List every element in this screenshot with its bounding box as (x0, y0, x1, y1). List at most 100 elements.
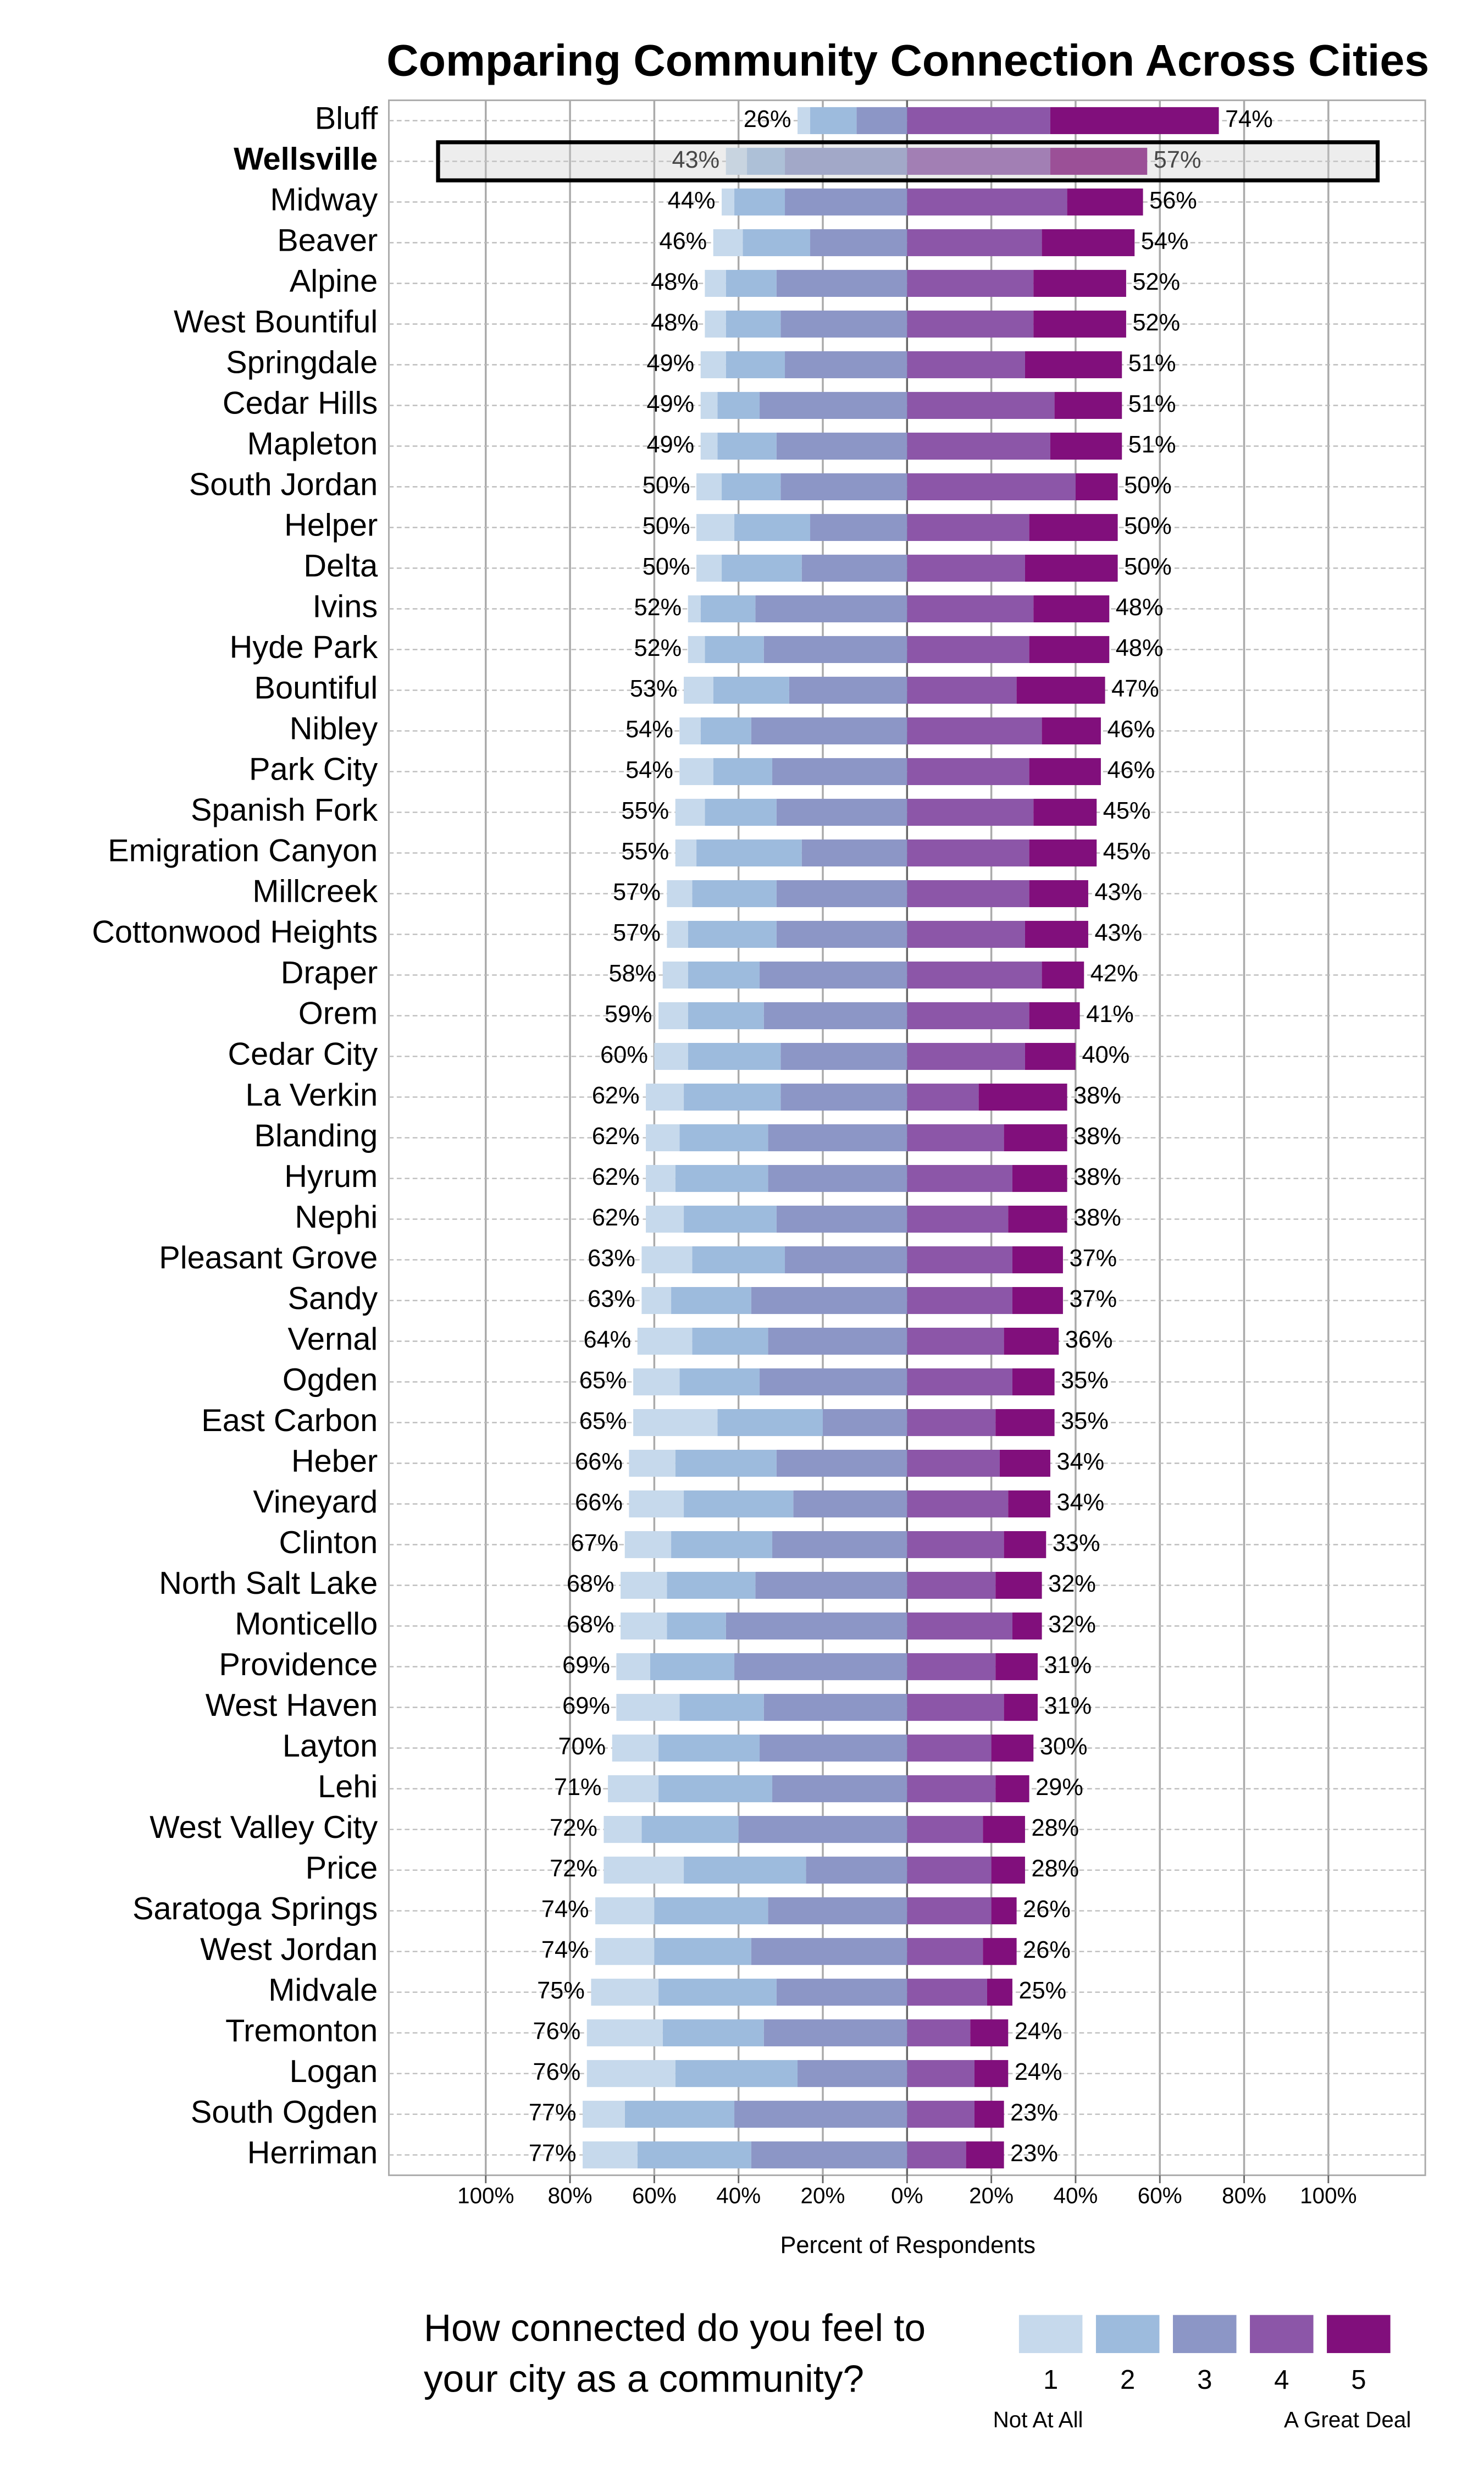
bar-segment (907, 1979, 987, 2006)
legend-low-label: Not At All (993, 2407, 1083, 2432)
bar-segment (700, 351, 726, 378)
bar-segment (679, 758, 713, 786)
bar-segment (641, 1816, 739, 1843)
x-tick-label: 40% (716, 2183, 761, 2208)
bar-segment (763, 1694, 907, 1721)
bar-segment (717, 391, 760, 419)
value-label: 66% (575, 1489, 623, 1516)
value-label: 69% (562, 1652, 610, 1678)
bar-segment (583, 2141, 638, 2169)
bar-segment (907, 2141, 966, 2169)
bar-segment (776, 880, 907, 908)
bar-segment (583, 2101, 625, 2128)
x-tick-label: 60% (632, 2183, 677, 2208)
value-label: 72% (550, 1815, 597, 1841)
bar-segment (907, 1042, 1025, 1070)
bar-segment (1033, 595, 1110, 623)
bar-segment (1042, 717, 1101, 745)
bar-segment (1050, 147, 1148, 175)
bar-segment (907, 391, 1055, 419)
value-label: 57% (613, 879, 661, 905)
legend-swatch (1018, 2315, 1083, 2354)
bar-segment (713, 229, 743, 256)
bar-segment (907, 1816, 983, 1843)
x-axis-title: Percent of Respondents (780, 2232, 1036, 2258)
bar-segment (907, 1694, 1004, 1721)
bar-segment (633, 1368, 680, 1396)
value-label: 40% (1082, 1042, 1129, 1068)
value-label: 52% (1132, 269, 1180, 295)
bar-segment (1054, 391, 1122, 419)
value-label: 50% (1124, 472, 1172, 499)
bar-segment (907, 351, 1025, 378)
value-label: 76% (533, 2059, 581, 2085)
bar-segment (586, 2060, 675, 2088)
value-label: 24% (1015, 2018, 1062, 2045)
bar-segment (688, 1002, 764, 1030)
bar-segment (671, 1286, 751, 1315)
bar-segment (1008, 1205, 1067, 1233)
value-label: 26% (1023, 1937, 1071, 1963)
value-label: 50% (1124, 554, 1172, 580)
bar-segment (776, 798, 907, 826)
y-tick-label: Ivins (313, 589, 378, 625)
bar-segment (624, 2101, 735, 2128)
value-label: 44% (668, 187, 716, 214)
bar-segment (907, 839, 1029, 867)
bar-segment (679, 717, 701, 745)
y-tick-label: Sandy (288, 1281, 378, 1316)
bar-segment (667, 880, 693, 908)
y-tick-label: South Ogden (191, 2095, 378, 2130)
bar-segment (1042, 961, 1084, 989)
bar-segment (738, 1816, 907, 1843)
bar-segment (662, 961, 688, 989)
bar-segment (684, 1857, 806, 1884)
bar-segment (1029, 758, 1101, 786)
bar-segment (692, 1246, 785, 1274)
y-tick-label: Bountiful (254, 671, 378, 706)
legend-label: 3 (1197, 2365, 1212, 2395)
bar-segment (907, 1531, 1004, 1559)
y-tick-label: North Salt Lake (159, 1566, 378, 1601)
bar-segment (726, 1612, 907, 1640)
bar-segment (907, 961, 1042, 989)
bar-segment (907, 1612, 1012, 1640)
bar-segment (907, 1286, 1012, 1315)
bar-segment (629, 1490, 684, 1518)
value-label: 55% (622, 838, 669, 865)
value-label: 50% (1124, 513, 1172, 539)
bar-segment (768, 1897, 907, 1925)
y-tick-label: Orem (298, 996, 378, 1031)
x-tick-label: 20% (801, 2183, 845, 2208)
bar-segment (679, 1124, 768, 1152)
value-label: 38% (1073, 1083, 1121, 1109)
bar-segment (675, 798, 705, 826)
bar-segment (658, 1775, 773, 1803)
bar-segment (907, 2101, 974, 2128)
bar-segment (856, 107, 907, 134)
bar-segment (907, 1327, 1004, 1355)
bar-segment (907, 1897, 992, 1925)
bar-segment (705, 310, 726, 338)
y-tick-label: West Bountiful (174, 305, 378, 340)
bar-segment (991, 1897, 1017, 1925)
bar-segment (705, 269, 726, 297)
bar-segment (621, 1612, 667, 1640)
value-label: 52% (1132, 310, 1180, 336)
bar-segment (1025, 1042, 1076, 1070)
bar-segment (776, 269, 907, 297)
y-tick-label: La Verkin (245, 1078, 378, 1113)
bar-segment (696, 513, 735, 541)
value-label: 49% (646, 350, 694, 377)
bar-segment (995, 1572, 1042, 1599)
bar-segment (966, 2141, 1004, 2169)
legend-swatch (1173, 2315, 1237, 2354)
bar-segment (726, 147, 747, 175)
bar-segment (907, 1938, 983, 1965)
value-label: 48% (651, 310, 699, 336)
y-tick-label: Midvale (268, 1973, 378, 2008)
bar-segment (907, 1857, 992, 1884)
legend-title: your city as a community? (424, 2357, 864, 2400)
y-tick-label: Cedar City (228, 1037, 378, 1072)
